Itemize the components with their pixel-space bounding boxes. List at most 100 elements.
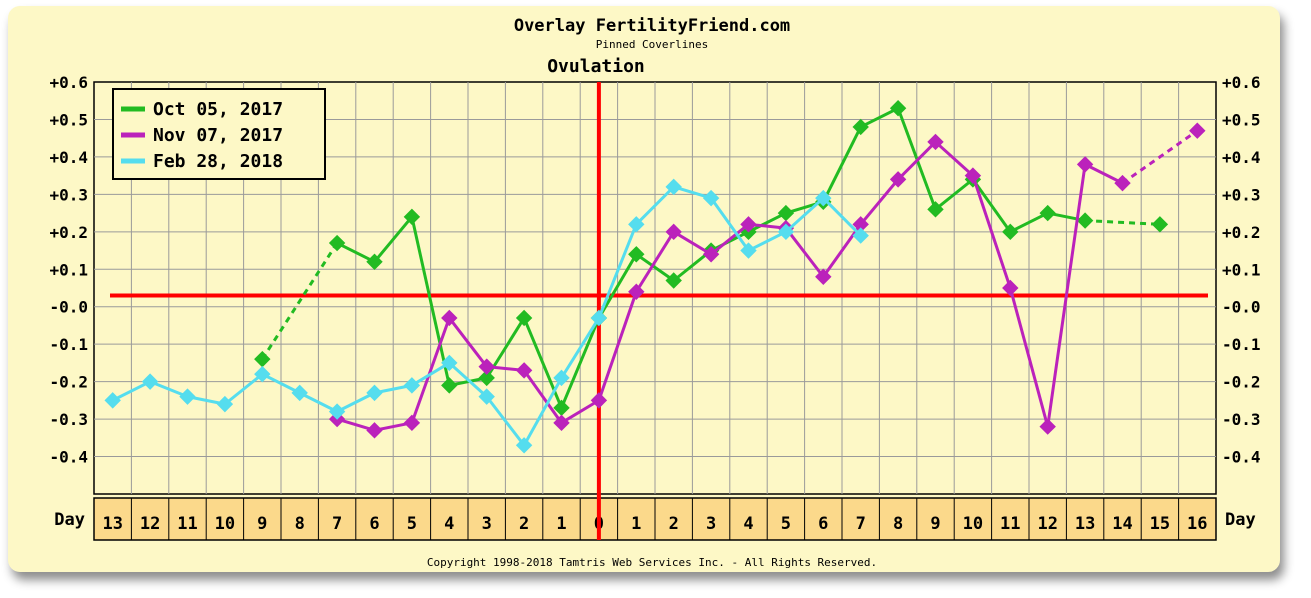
data-point	[366, 384, 383, 402]
series-segment	[709, 197, 750, 252]
y-tick-label-left: -0.4	[49, 448, 88, 467]
data-point	[553, 369, 570, 387]
data-point	[815, 268, 832, 285]
series-segment	[373, 215, 414, 263]
y-tick-label-left: +0.6	[49, 73, 88, 92]
chart-text: Overlay FertilityFriend.com Pinned Cover…	[49, 16, 1260, 569]
chart-title: Overlay FertilityFriend.com	[514, 16, 790, 36]
day-label: 11	[177, 514, 197, 534]
day-label: 8	[893, 514, 903, 534]
y-tick-label-right: +0.2	[1222, 223, 1261, 242]
day-label: 15	[1150, 514, 1170, 534]
ovulation-label: Ovulation	[547, 56, 645, 77]
series-segment	[635, 253, 675, 282]
series-3	[104, 178, 869, 454]
day-label: 6	[818, 514, 828, 534]
series-segment	[448, 361, 488, 398]
data-point	[628, 246, 645, 263]
series-segment	[710, 223, 750, 256]
data-point	[254, 365, 271, 383]
day-label: 12	[140, 514, 160, 534]
data-point	[628, 283, 645, 300]
series-segment	[299, 391, 338, 413]
data-point	[1002, 223, 1019, 241]
data-point	[590, 392, 608, 409]
day-label: 14	[1112, 514, 1132, 534]
data-point	[1039, 204, 1056, 222]
day-label: 1	[631, 514, 641, 534]
y-tick-label-left: -0.2	[49, 373, 88, 392]
data-point	[665, 272, 682, 289]
data-point	[515, 309, 533, 327]
data-point	[403, 377, 421, 394]
data-point	[478, 369, 495, 387]
data-point	[852, 118, 869, 136]
y-tick-label-right: +0.6	[1222, 73, 1261, 92]
series-segment	[672, 230, 712, 256]
series-segment	[635, 231, 675, 293]
series-segment	[597, 253, 638, 319]
legend-box	[112, 88, 326, 180]
data-point	[328, 234, 346, 252]
y-tick-label-right: -0.1	[1222, 335, 1261, 354]
series-segment	[336, 241, 376, 264]
day-label: 10	[215, 514, 235, 534]
series-segment	[522, 377, 563, 447]
series-segment-gap	[1121, 129, 1199, 185]
data-point	[964, 167, 982, 184]
series-segment	[522, 369, 563, 424]
data-point	[889, 171, 907, 188]
y-tick-label-right: +0.5	[1222, 110, 1261, 129]
day-label: 3	[706, 514, 716, 534]
day-axis-label-left: Day	[54, 510, 85, 530]
data-point	[1076, 156, 1094, 173]
data-point	[441, 309, 458, 327]
chart-card: 1312111098765432101234567891011121314151…	[8, 6, 1280, 572]
series-segment	[784, 227, 825, 278]
y-tick-label-left: +0.5	[49, 110, 88, 129]
series-segment	[560, 317, 601, 379]
day-label: 4	[444, 514, 454, 534]
series-segment	[934, 178, 974, 211]
data-point	[702, 246, 720, 263]
day-label: 2	[519, 514, 529, 534]
series-segment	[336, 391, 376, 413]
day-label: 9	[257, 514, 267, 534]
data-point	[1189, 122, 1206, 139]
data-point	[179, 388, 196, 405]
series-segment	[822, 197, 862, 237]
series-segment	[560, 399, 600, 425]
data-point	[366, 422, 383, 439]
legend-label: Nov 07, 2017	[153, 125, 283, 146]
y-tick-label-left: +0.4	[49, 148, 88, 167]
data-point	[590, 309, 608, 327]
y-tick-label-right: -0.0	[1222, 298, 1261, 317]
series-segment	[1046, 164, 1087, 427]
day-label: 16	[1187, 514, 1207, 534]
chart-subtitle: Pinned Coverlines	[596, 38, 709, 51]
series-segment	[261, 372, 301, 395]
day-label: 8	[295, 514, 305, 534]
data-point	[628, 216, 645, 233]
day-label: 13	[102, 514, 122, 534]
y-tick-label-left: +0.2	[49, 223, 88, 242]
data-point	[927, 201, 944, 218]
data-point	[515, 362, 533, 379]
day-label: 7	[856, 514, 866, 534]
legend-label: Feb 28, 2018	[153, 151, 283, 172]
day-axis-label-right: Day	[1225, 510, 1256, 530]
data-point	[740, 242, 757, 259]
series-segment	[860, 106, 899, 129]
data-point	[403, 208, 421, 226]
data-point	[702, 189, 720, 207]
data-point	[328, 403, 346, 420]
series-layer	[104, 100, 1206, 454]
data-point	[141, 373, 159, 390]
series-segment	[410, 216, 451, 386]
series-segment	[112, 380, 151, 402]
series-segment	[747, 230, 787, 252]
series-segment	[635, 185, 675, 226]
legend: Oct 05, 2017 Nov 07, 2017 Feb 28, 2018	[112, 88, 326, 180]
day-label: 7	[332, 514, 342, 534]
day-label: 13	[1075, 514, 1095, 534]
